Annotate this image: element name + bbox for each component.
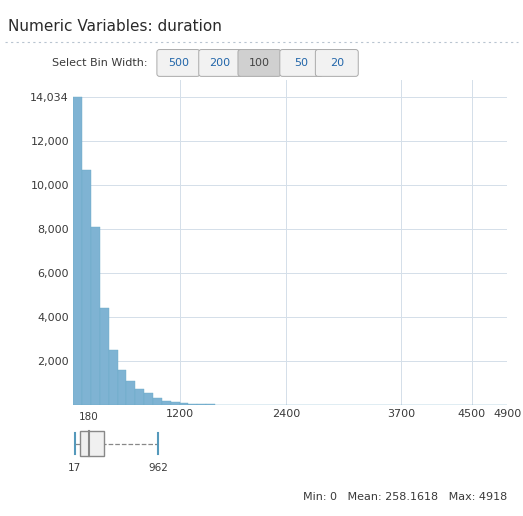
Bar (82, 170, 91, 405)
Bar (73, 97, 82, 405)
Text: 17: 17 (68, 463, 82, 473)
Text: 962: 962 (149, 463, 168, 473)
Bar (144, 393, 153, 405)
Text: 200: 200 (210, 58, 231, 68)
Bar (170, 402, 179, 405)
Text: Select Bin Width:: Select Bin Width: (52, 58, 148, 68)
Text: 20: 20 (329, 58, 344, 68)
Bar (127, 381, 135, 405)
Bar (162, 400, 170, 405)
Text: Min: 0   Mean: 258.1618   Max: 4918: Min: 0 Mean: 258.1618 Max: 4918 (303, 492, 507, 502)
Bar (153, 398, 162, 405)
Bar (109, 350, 118, 405)
Bar (91, 227, 100, 405)
Bar (81, 431, 104, 456)
Bar (179, 403, 188, 405)
Bar (100, 309, 109, 405)
Bar (188, 404, 197, 405)
Text: 50: 50 (294, 58, 308, 68)
Text: 180: 180 (79, 412, 99, 422)
Text: 100: 100 (249, 58, 270, 68)
Text: Numeric Variables: duration: Numeric Variables: duration (8, 19, 222, 34)
Bar (135, 389, 144, 405)
Bar (197, 404, 206, 405)
Text: 500: 500 (168, 58, 189, 68)
Bar (118, 370, 127, 405)
